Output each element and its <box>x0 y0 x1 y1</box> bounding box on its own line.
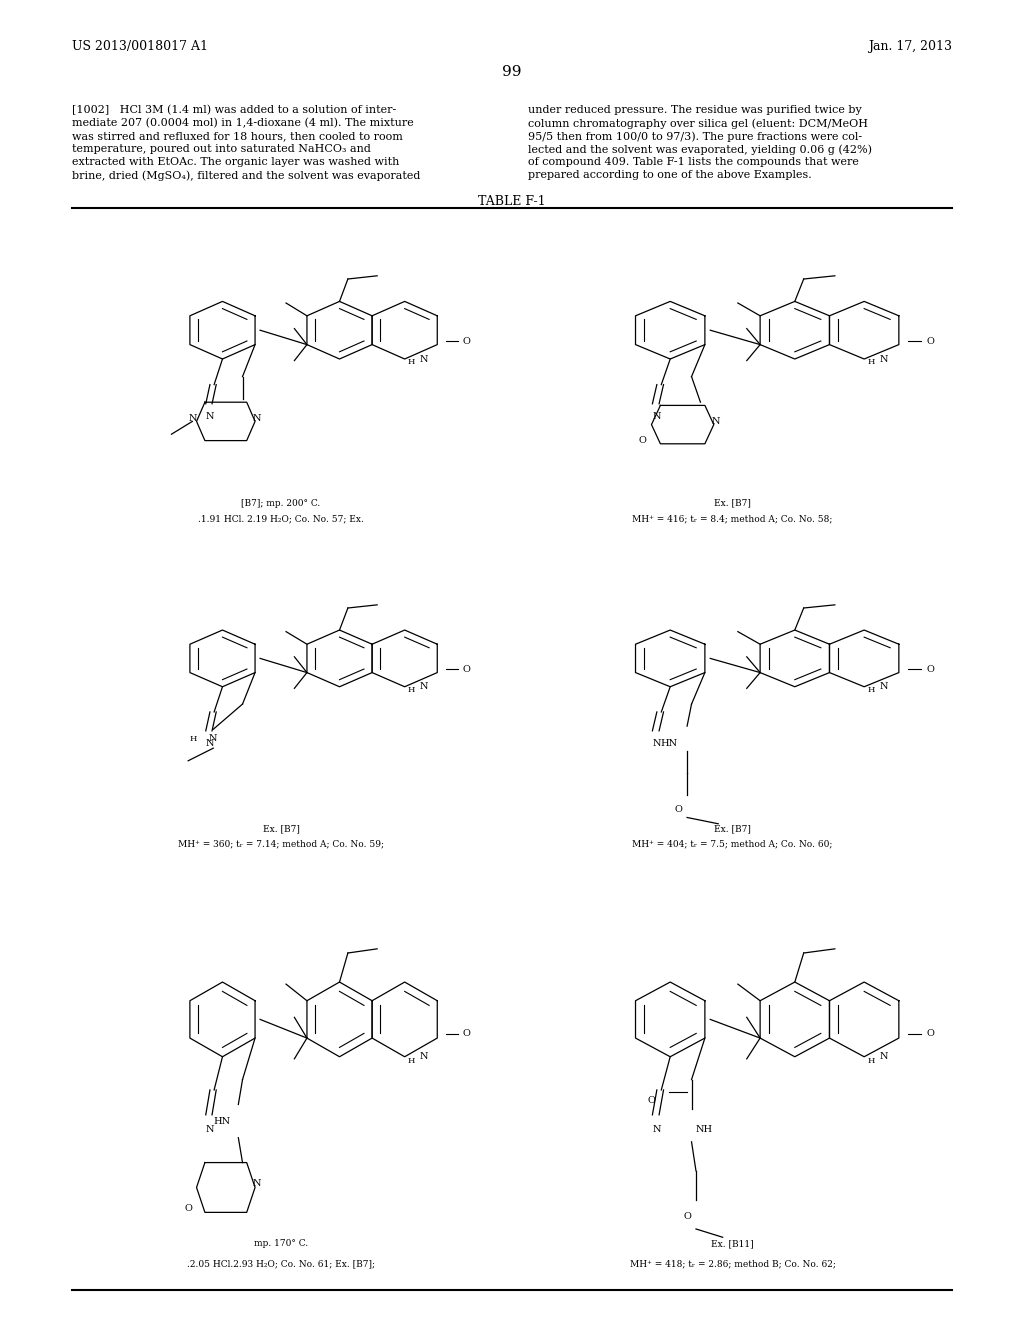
Text: N: N <box>206 412 214 421</box>
Text: HN: HN <box>660 739 678 747</box>
Text: Ex. [B7]: Ex. [B7] <box>714 499 751 507</box>
Text: O: O <box>184 1204 193 1213</box>
Text: O: O <box>926 665 934 675</box>
Text: O: O <box>639 436 646 445</box>
Text: [B7]; mp. 200° C.: [B7]; mp. 200° C. <box>242 499 321 507</box>
Text: US 2013/0018017 A1: US 2013/0018017 A1 <box>72 40 208 53</box>
Text: TABLE F-1: TABLE F-1 <box>478 195 546 209</box>
Text: N: N <box>880 682 889 692</box>
Text: .1.91 HCl. 2.19 H₂O; Co. No. 57; Ex.: .1.91 HCl. 2.19 H₂O; Co. No. 57; Ex. <box>198 515 364 524</box>
Text: extracted with EtOAc. The organic layer was washed with: extracted with EtOAc. The organic layer … <box>72 157 399 168</box>
Text: MH⁺ = 416; tᵣ = 8.4; method A; Co. No. 58;: MH⁺ = 416; tᵣ = 8.4; method A; Co. No. 5… <box>632 515 833 524</box>
Text: MH⁺ = 418; tᵣ = 2.86; method B; Co. No. 62;: MH⁺ = 418; tᵣ = 2.86; method B; Co. No. … <box>630 1259 836 1269</box>
Text: column chromatography over silica gel (eluent: DCM/MeOH: column chromatography over silica gel (e… <box>528 117 868 128</box>
Text: Ex. [B11]: Ex. [B11] <box>712 1239 754 1247</box>
Text: O: O <box>926 1030 934 1039</box>
Text: 95/5 then from 100/0 to 97/3). The pure fractions were col-: 95/5 then from 100/0 to 97/3). The pure … <box>528 131 862 141</box>
Text: prepared according to one of the above Examples.: prepared according to one of the above E… <box>528 170 812 180</box>
Text: N: N <box>209 734 217 743</box>
Text: MH⁺ = 360; tᵣ = 7.14; method A; Co. No. 59;: MH⁺ = 360; tᵣ = 7.14; method A; Co. No. … <box>178 840 384 849</box>
Text: N: N <box>880 1052 889 1061</box>
Text: NH: NH <box>696 1125 713 1134</box>
Text: mp. 170° C.: mp. 170° C. <box>254 1239 308 1247</box>
Text: O: O <box>674 805 682 814</box>
Text: N: N <box>253 1179 261 1188</box>
Text: O: O <box>647 1096 655 1105</box>
Text: H: H <box>867 1057 874 1065</box>
Text: [1002]   HCl 3M (1.4 ml) was added to a solution of inter-: [1002] HCl 3M (1.4 ml) was added to a so… <box>72 106 396 115</box>
Text: Ex. [B7]: Ex. [B7] <box>714 824 751 833</box>
Text: under reduced pressure. The residue was purified twice by: under reduced pressure. The residue was … <box>528 106 862 115</box>
Text: H: H <box>867 686 874 694</box>
Text: .2.05 HCl.2.93 H₂O; Co. No. 61; Ex. [B7];: .2.05 HCl.2.93 H₂O; Co. No. 61; Ex. [B7]… <box>187 1259 375 1269</box>
Text: 99: 99 <box>502 65 522 79</box>
Text: was stirred and refluxed for 18 hours, then cooled to room: was stirred and refluxed for 18 hours, t… <box>72 131 402 141</box>
Text: Ex. [B7]: Ex. [B7] <box>262 824 299 833</box>
Text: H: H <box>189 735 197 743</box>
Text: N: N <box>206 739 214 747</box>
Text: H: H <box>408 358 415 366</box>
Text: HN: HN <box>213 1117 230 1126</box>
Text: H: H <box>408 1057 415 1065</box>
Text: O: O <box>926 337 934 346</box>
Text: O: O <box>463 337 470 346</box>
Text: MH⁺ = 404; tᵣ = 7.5; method A; Co. No. 60;: MH⁺ = 404; tᵣ = 7.5; method A; Co. No. 6… <box>632 840 833 849</box>
Text: N: N <box>880 355 889 363</box>
Text: N: N <box>419 682 428 692</box>
Text: N: N <box>712 417 720 426</box>
Text: N: N <box>419 1052 428 1061</box>
Text: temperature, poured out into saturated NaHCO₃ and: temperature, poured out into saturated N… <box>72 144 371 154</box>
Text: N: N <box>206 1125 214 1134</box>
Text: H: H <box>408 686 415 694</box>
Text: N: N <box>188 413 197 422</box>
Text: brine, dried (MgSO₄), filtered and the solvent was evaporated: brine, dried (MgSO₄), filtered and the s… <box>72 170 421 181</box>
Text: Jan. 17, 2013: Jan. 17, 2013 <box>868 40 952 53</box>
Text: N: N <box>419 355 428 363</box>
Text: mediate 207 (0.0004 mol) in 1,4-dioxane (4 ml). The mixture: mediate 207 (0.0004 mol) in 1,4-dioxane … <box>72 117 414 128</box>
Text: O: O <box>463 1030 470 1039</box>
Text: of compound 409. Table F-1 lists the compounds that were: of compound 409. Table F-1 lists the com… <box>528 157 859 168</box>
Text: H: H <box>867 358 874 366</box>
Text: O: O <box>463 665 470 675</box>
Text: N: N <box>652 739 662 747</box>
Text: N: N <box>652 412 662 421</box>
Text: O: O <box>683 1212 691 1221</box>
Text: N: N <box>253 413 261 422</box>
Text: lected and the solvent was evaporated, yielding 0.06 g (42%): lected and the solvent was evaporated, y… <box>528 144 872 154</box>
Text: N: N <box>652 1125 662 1134</box>
